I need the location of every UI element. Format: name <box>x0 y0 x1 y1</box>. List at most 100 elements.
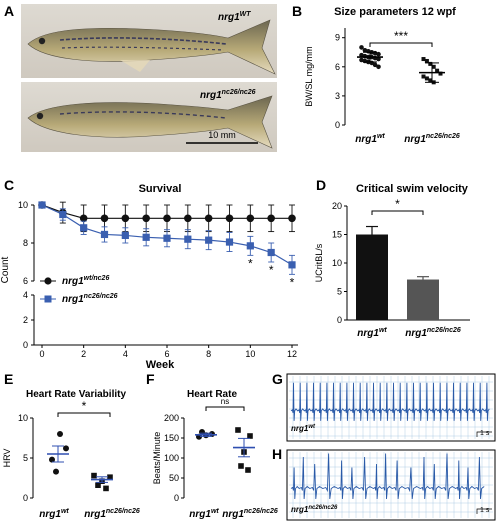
panel-a: A nrg1WT nrg1nc26/nc26 10 mm <box>4 3 277 152</box>
svg-text:nrg1WT: nrg1WT <box>218 11 251 23</box>
chart-c-point-mut <box>38 201 46 209</box>
chart-f-y-tick-label: 0 <box>174 493 179 503</box>
ecg-panel-h: nrg1nc26/nc26 1 s <box>286 449 496 521</box>
chart-c-significance: * <box>269 263 274 277</box>
fish-wt-illustration <box>27 19 276 75</box>
chart-f-y-tick-label: 100 <box>164 453 179 463</box>
chart-b-y-tick-label: 6 <box>335 62 340 72</box>
chart-e-point-wt <box>49 456 55 463</box>
chart-b-y-tick-label: 9 <box>335 33 340 43</box>
ecg-h-genotype: nrg1 <box>291 505 309 514</box>
chart-c-point-wt <box>288 214 296 223</box>
chart-b-point-wt <box>376 64 381 70</box>
fish-mutant-sup: nc26/nc26 <box>222 89 256 96</box>
fish-wt-sup: WT <box>240 11 252 18</box>
panel-label-h: H <box>272 446 282 462</box>
chart-c-point-mut <box>142 233 150 241</box>
chart-c-y-tick-label: 4 <box>23 290 28 300</box>
chart-c-legend-label-mut: nrg1nc26/nc26 <box>62 293 118 305</box>
chart-c-point-mut <box>267 248 275 257</box>
chart-d-category: nrg1wt <box>357 327 387 339</box>
chart-c-point-wt <box>267 214 275 223</box>
chart-c-x-tick-label: 2 <box>81 349 86 359</box>
chart-c-point-wt <box>184 214 192 223</box>
chart-e-significance: * <box>82 399 87 413</box>
chart-c-significance: * <box>248 256 253 270</box>
chart-d-y-tick-label: 15 <box>332 230 342 240</box>
chart-c-y-tick-label: 10 <box>18 200 28 210</box>
ecg-h-sup: nc26/nc26 <box>308 505 338 511</box>
chart-d-y-tick-label: 20 <box>332 201 342 211</box>
svg-text:nrg1nc26/nc26: nrg1nc26/nc26 <box>291 505 338 514</box>
chart-d-y-tick-label: 5 <box>337 287 342 297</box>
chart-f-bracket <box>205 406 245 411</box>
chart-e-y-tick-label: 5 <box>23 453 28 463</box>
chart-c-y-label: Count <box>0 256 11 283</box>
fish-mutant-illustration <box>27 95 273 149</box>
chart-b-point-mut <box>431 64 436 69</box>
chart-e-title: Heart Rate Variability <box>26 389 126 400</box>
chart-f-point-mut <box>247 433 253 439</box>
charts-layer: Size parameters 12 wpf 0 3 6 9 BW/SL mg/mm nrg… <box>0 6 470 520</box>
chart-e-category: nrg1nc26/nc26 <box>84 508 140 520</box>
chart-e-y-tick-label: 0 <box>23 493 28 503</box>
panel-label-d: D <box>316 177 326 193</box>
chart-c-point-mut <box>225 238 234 246</box>
chart-c-point-mut <box>184 235 192 243</box>
chart-b-y-label: BW/SL mg/mm <box>304 46 314 106</box>
chart-e-bracket <box>57 412 111 417</box>
chart-c-y-tick-label: 6 <box>23 276 28 286</box>
chart-e-point-mut <box>103 485 109 492</box>
chart-b-y-tick-label: 0 <box>335 120 340 130</box>
chart-d-bracket <box>371 210 424 215</box>
chart-b-title: Size parameters 12 wpf <box>334 6 456 18</box>
ecg-g-genotype: nrg1 <box>291 424 309 433</box>
panel-label-c: C <box>4 177 14 193</box>
chart-b-point-mut <box>428 61 433 66</box>
chart-d-y-tick-label: 0 <box>337 315 342 325</box>
chart-c-point-mut <box>59 210 67 219</box>
chart-f-category: nrg1nc26/nc26 <box>222 508 278 520</box>
chart-c-x-tick-label: 8 <box>206 349 211 359</box>
chart-c-point-mut <box>100 230 109 239</box>
fish-mutant-genotype: nrg1 <box>200 90 222 101</box>
ecg-panel-g: nrg1wt 1 s <box>286 373 496 442</box>
chart-c-point-wt <box>163 214 171 223</box>
chart-c-point-mut <box>121 231 129 239</box>
chart-d-y-tick-label: 10 <box>332 258 342 268</box>
chart-c-point-wt <box>225 214 234 223</box>
chart-c-point-wt <box>121 214 130 223</box>
svg-text:nrg1wt: nrg1wt <box>291 424 316 433</box>
chart-b-point-wt <box>372 62 378 68</box>
chart-d-y-label: UCritBL/s <box>314 243 324 282</box>
chart-b-category: nrg1wt <box>355 133 385 145</box>
panel-label-b: B <box>292 3 302 19</box>
chart-d-bar <box>407 279 439 320</box>
chart-d-category: nrg1nc26/nc26 <box>405 327 461 339</box>
chart-c-point-wt <box>204 214 213 223</box>
panel-label-e: E <box>4 371 13 387</box>
chart-c-point-mut <box>80 224 88 232</box>
chart-c-y-tick-label: 2 <box>23 315 28 325</box>
chart-b-point-mut <box>438 71 443 76</box>
chart-c-x-label: Week <box>146 359 175 371</box>
chart-c-legend-marker-wt <box>44 277 52 285</box>
chart-c-point-wt <box>142 214 150 223</box>
chart-b-point-mut <box>424 58 429 63</box>
chart-b-point-mut <box>424 76 429 81</box>
chart-e-y-label: HRV <box>2 449 12 468</box>
chart-e-point-mut <box>107 474 113 480</box>
chart-f-y-label: Beats/Minute <box>152 432 162 485</box>
chart-d-title: Critical swim velocity <box>356 183 469 195</box>
chart-b-point-mut <box>428 78 433 83</box>
chart-b-point-mut <box>435 68 440 73</box>
chart-c-legend-label-wt: nrg1wt/nc26 <box>62 275 109 287</box>
chart-f-significance: ns <box>221 397 229 406</box>
chart-e-y-tick-label: 10 <box>18 413 28 423</box>
chart-e-point-wt <box>57 431 63 437</box>
chart-f-point-mut <box>245 467 251 473</box>
chart-c-point-wt <box>100 214 109 223</box>
chart-f-title: Heart Rate <box>187 389 237 400</box>
chart-b-point-wt <box>359 45 364 50</box>
scale-bar-label: 10 mm <box>208 130 236 140</box>
